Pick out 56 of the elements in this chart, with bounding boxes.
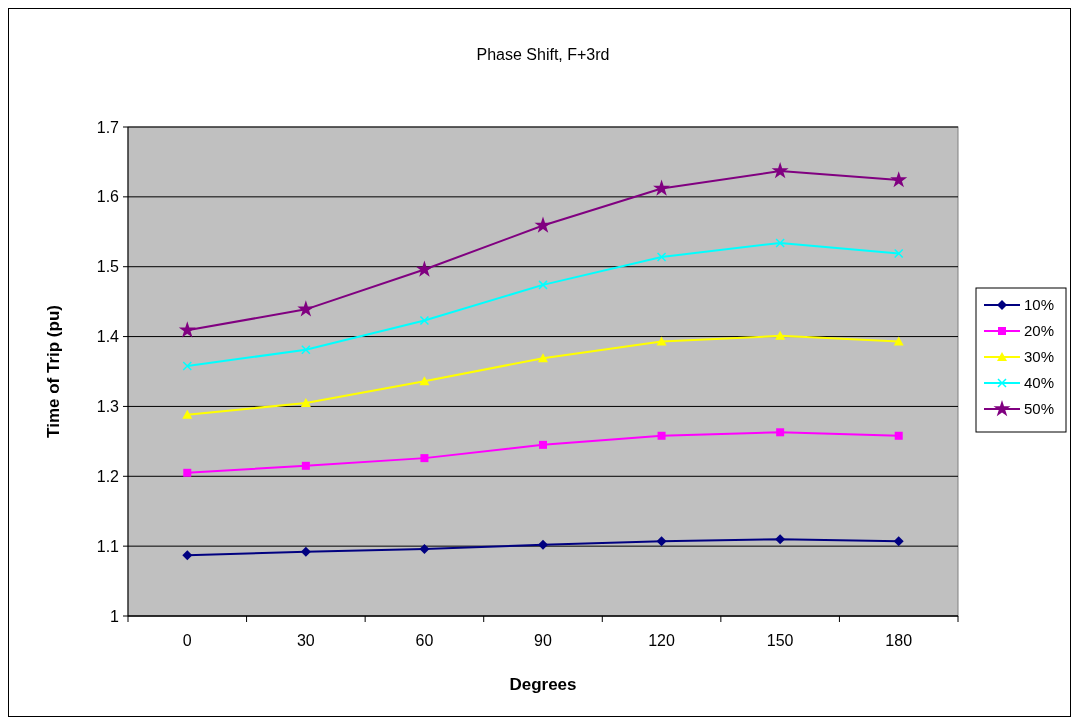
x-tick-label: 120 xyxy=(648,632,676,649)
x-tick-label: 150 xyxy=(766,632,794,649)
point xyxy=(419,543,430,554)
y-tick-label: 1.7 xyxy=(96,118,120,136)
legend-label: 10% xyxy=(1024,296,1055,314)
legend-label: 50% xyxy=(1024,400,1055,418)
point xyxy=(539,440,547,449)
point xyxy=(300,397,311,407)
y-tick-label: 1.3 xyxy=(96,398,120,416)
point xyxy=(893,248,904,259)
point xyxy=(178,321,196,338)
y-tick-label: 1.1 xyxy=(96,537,120,555)
point xyxy=(775,330,786,340)
point xyxy=(890,171,908,188)
point xyxy=(300,546,311,557)
point xyxy=(538,353,548,363)
legend-label: 20% xyxy=(1024,322,1055,340)
point xyxy=(656,536,667,547)
y-tick-label: 1.4 xyxy=(96,328,120,346)
x-tick-label: 180 xyxy=(885,632,913,649)
point xyxy=(182,409,193,419)
y-tick-label: 1 xyxy=(110,607,120,625)
point xyxy=(538,539,548,550)
x-axis-title: Degrees xyxy=(509,675,577,694)
point xyxy=(775,534,786,545)
x-tick-label: 0 xyxy=(182,632,192,649)
point xyxy=(657,431,666,440)
point xyxy=(653,179,671,196)
point xyxy=(776,428,785,437)
y-axis-title: Time of Trip (pu) xyxy=(44,305,63,438)
x-tick-label: 60 xyxy=(415,632,434,649)
point xyxy=(419,376,430,386)
point xyxy=(182,550,193,561)
point xyxy=(301,345,311,355)
point xyxy=(538,280,548,290)
point xyxy=(420,454,429,463)
point xyxy=(775,238,785,248)
x-tick-label: 30 xyxy=(296,632,315,649)
y-tick-label: 1.5 xyxy=(96,258,120,276)
x-tick-label: 90 xyxy=(534,632,552,649)
point xyxy=(894,431,903,440)
y-tick-label: 1.2 xyxy=(96,467,120,485)
point xyxy=(182,361,193,371)
point xyxy=(419,315,430,326)
point xyxy=(534,216,552,233)
legend-label: 40% xyxy=(1024,374,1055,392)
point xyxy=(771,162,789,179)
point xyxy=(183,468,192,477)
point xyxy=(893,536,904,547)
legend-label: 30% xyxy=(1024,348,1055,366)
y-tick-label: 1.6 xyxy=(96,188,120,206)
point xyxy=(297,300,315,317)
chart-title: Phase Shift, F+3rd xyxy=(476,46,610,63)
point xyxy=(415,260,433,277)
point xyxy=(301,461,310,470)
point xyxy=(656,252,667,262)
